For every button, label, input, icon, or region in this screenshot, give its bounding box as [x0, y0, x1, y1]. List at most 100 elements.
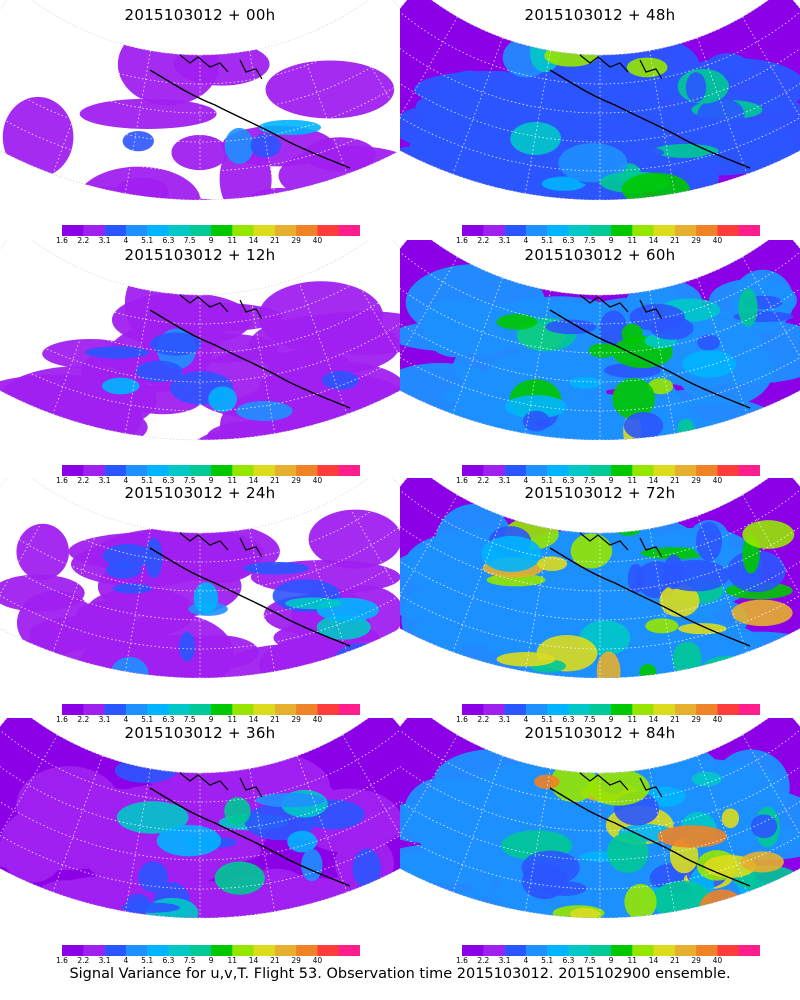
- colorbar-swatch: [168, 465, 191, 476]
- polar-map: [400, 240, 800, 441]
- colorbar-swatch: [674, 945, 697, 956]
- colorbar-swatch: [211, 465, 233, 476]
- colorbar-swatch: [738, 945, 761, 956]
- colorbar-tick-label: 7.5: [583, 956, 596, 965]
- colorbar-tick-label: 21: [670, 715, 680, 724]
- colorbar-swatch: [296, 465, 318, 476]
- colorbar-tick-label: 3.1: [498, 236, 511, 245]
- colorbar-tick-label: 4: [523, 476, 529, 485]
- variance-field: [0, 240, 400, 441]
- colorbar-swatch: [104, 704, 127, 715]
- colorbar-swatch: [632, 465, 654, 476]
- colorbar-tick-label: 14: [648, 476, 659, 485]
- colorbar-swatch: [462, 225, 484, 236]
- colorbar-swatch: [696, 704, 718, 715]
- colorbar-swatch: [504, 225, 527, 236]
- colorbar-swatch: [547, 225, 569, 236]
- colorbar-tick-label: 21: [670, 476, 680, 485]
- polar-map: [0, 0, 400, 201]
- colorbar-swatch: [611, 704, 633, 715]
- colorbar-tick-label: 40: [312, 476, 323, 485]
- colorbar: 1.6 2.2 3.1 4 5.1 6.3 7.5 9 11 14 21 29 40: [56, 462, 361, 488]
- colorbar-tick-label: 29: [291, 956, 301, 965]
- colorbar-tick-label: 2.2: [77, 236, 90, 245]
- colorbar-tick-label: 14: [248, 476, 259, 485]
- colorbar-swatch: [125, 465, 148, 476]
- colorbar-swatch: [632, 945, 654, 956]
- colorbar-swatch: [104, 225, 127, 236]
- colorbar-tick-label: 14: [248, 236, 259, 245]
- panel-title: 2015103012 + 00h: [124, 6, 276, 24]
- colorbar-swatch: [504, 465, 527, 476]
- colorbar-swatch: [104, 465, 127, 476]
- colorbar-swatch: [317, 225, 340, 236]
- colorbar-tick-label: 1.6: [456, 236, 468, 245]
- colorbar-swatch: [274, 704, 297, 715]
- colorbar-tick-label: 9: [208, 476, 214, 485]
- colorbar-swatch: [611, 945, 633, 956]
- colorbar-tick-label: 6.3: [162, 236, 175, 245]
- colorbar-swatch: [253, 465, 276, 476]
- colorbar-swatch: [674, 465, 697, 476]
- colorbar-tick-label: 11: [227, 236, 238, 245]
- coastline: [149, 69, 351, 169]
- colorbar-tick-label: 2.2: [77, 956, 90, 965]
- colorbar-tick-label: 9: [608, 956, 614, 965]
- colorbar-tick-label: 6.3: [562, 236, 575, 245]
- colorbar-swatch: [525, 945, 548, 956]
- colorbar-swatch: [168, 225, 191, 236]
- colorbar-swatch: [62, 945, 84, 956]
- colorbar-swatch: [253, 704, 276, 715]
- colorbar-tick-label: 40: [312, 715, 323, 724]
- colorbar-swatch: [296, 945, 318, 956]
- colorbar-tick-label: 5.1: [141, 956, 154, 965]
- colorbar-swatch: [317, 945, 340, 956]
- panel-title: 2015103012 + 48h: [524, 6, 676, 24]
- colorbar-swatch: [147, 945, 169, 956]
- colorbar-tick-label: 40: [712, 476, 723, 485]
- colorbar-swatch: [696, 945, 718, 956]
- colorbar-tick-label: 6.3: [162, 476, 175, 485]
- colorbar-tick-label: 6.3: [162, 956, 175, 965]
- colorbar-swatch: [674, 704, 697, 715]
- variance-field: [400, 0, 800, 201]
- colorbar-swatch: [296, 704, 318, 715]
- colorbar-tick-label: 5.1: [541, 236, 554, 245]
- colorbar-swatch: [547, 945, 569, 956]
- colorbar-tick-label: 2.2: [477, 956, 490, 965]
- colorbar-swatch: [211, 225, 233, 236]
- colorbar-tick-label: 5.1: [541, 715, 554, 724]
- colorbar-tick-label: 21: [270, 956, 280, 965]
- colorbar-tick-label: 11: [627, 476, 638, 485]
- colorbar-tick-label: 29: [291, 476, 301, 485]
- colorbar-tick-label: 7.5: [183, 956, 196, 965]
- colorbar-swatch: [653, 945, 676, 956]
- colorbar-tick-label: 7.5: [183, 476, 196, 485]
- colorbar-tick-label: 7.5: [183, 236, 196, 245]
- colorbar-swatch: [189, 225, 212, 236]
- colorbar-tick-label: 1.6: [56, 956, 68, 965]
- colorbar-swatch: [547, 465, 569, 476]
- colorbar-swatch: [232, 945, 254, 956]
- colorbar-swatch: [62, 225, 84, 236]
- colorbar-tick-label: 3.1: [498, 715, 511, 724]
- colorbar-swatch: [717, 225, 740, 236]
- colorbar-tick-label: 3.1: [98, 236, 111, 245]
- colorbar-tick-label: 11: [227, 476, 238, 485]
- colorbar-tick-label: 14: [648, 715, 659, 724]
- polar-map: [0, 718, 400, 919]
- colorbar: 1.6 2.2 3.1 4 5.1 6.3 7.5 9 11 14 21 29 40: [56, 222, 361, 248]
- colorbar-swatch: [525, 465, 548, 476]
- colorbar-swatch: [296, 225, 318, 236]
- colorbar-tick-label: 29: [691, 715, 701, 724]
- colorbar-swatch: [317, 465, 340, 476]
- panel-title: 2015103012 + 60h: [524, 246, 676, 264]
- coastline: [149, 309, 351, 409]
- colorbar-swatch: [232, 225, 254, 236]
- colorbar-tick-label: 4: [123, 715, 129, 724]
- colorbar-swatch: [253, 225, 276, 236]
- colorbar-swatch: [653, 465, 676, 476]
- colorbar-tick-label: 3.1: [498, 956, 511, 965]
- colorbar-swatch: [338, 945, 361, 956]
- colorbar-swatch: [525, 704, 548, 715]
